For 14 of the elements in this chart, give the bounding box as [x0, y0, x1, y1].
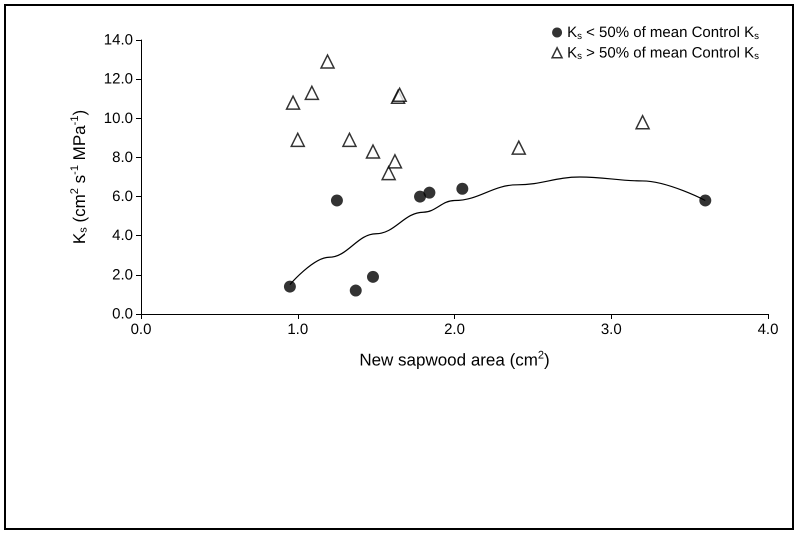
y-tick-label: 0.0: [112, 306, 133, 322]
x-tick-label: 3.0: [600, 321, 622, 338]
y-tick-label: 10.0: [104, 110, 133, 127]
y-tick-label: 14.0: [104, 32, 133, 48]
x-tick-label: 0.0: [130, 321, 152, 338]
x-tick-label: 2.0: [444, 321, 465, 338]
y-tick-label: 4.0: [112, 227, 133, 244]
y-tick-label: 2.0: [112, 266, 133, 284]
x-tick-label: 4.0: [758, 321, 778, 338]
text: Ks (cm2 s-1 MPa-1): [69, 110, 90, 244]
y-tick-label: 12.0: [104, 70, 133, 88]
y-tick-label: 8.0: [112, 148, 133, 166]
y-tick-label: 6.0: [112, 188, 133, 206]
x-tick-label: 1.0: [287, 321, 308, 338]
